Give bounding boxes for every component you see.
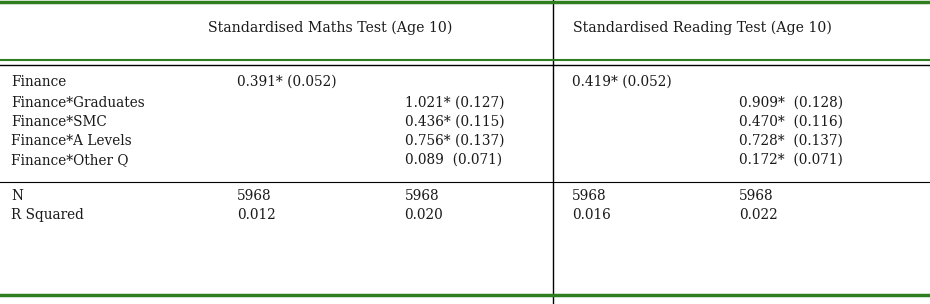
Text: 0.470*  (0.116): 0.470* (0.116) <box>739 115 844 129</box>
Text: N: N <box>11 189 23 203</box>
Text: 1.021* (0.127): 1.021* (0.127) <box>405 96 504 110</box>
Text: 0.419* (0.052): 0.419* (0.052) <box>572 75 671 89</box>
Text: R Squared: R Squared <box>11 208 84 222</box>
Text: 0.089  (0.071): 0.089 (0.071) <box>405 153 501 167</box>
Text: Finance*Other Q: Finance*Other Q <box>11 153 128 167</box>
Text: Standardised Maths Test (Age 10): Standardised Maths Test (Age 10) <box>208 21 452 35</box>
Text: 5968: 5968 <box>405 189 439 203</box>
Text: 0.728*  (0.137): 0.728* (0.137) <box>739 134 844 148</box>
Text: 0.909*  (0.128): 0.909* (0.128) <box>739 96 844 110</box>
Text: 5968: 5968 <box>739 189 774 203</box>
Text: 0.756* (0.137): 0.756* (0.137) <box>405 134 504 148</box>
Text: 5968: 5968 <box>572 189 606 203</box>
Text: Finance*A Levels: Finance*A Levels <box>11 134 132 148</box>
Text: 0.020: 0.020 <box>405 208 444 222</box>
Text: 0.436* (0.115): 0.436* (0.115) <box>405 115 504 129</box>
Text: Finance*Graduates: Finance*Graduates <box>11 96 145 110</box>
Text: Standardised Reading Test (Age 10): Standardised Reading Test (Age 10) <box>573 21 831 35</box>
Text: 0.391* (0.052): 0.391* (0.052) <box>237 75 337 89</box>
Text: 0.172*  (0.071): 0.172* (0.071) <box>739 153 844 167</box>
Text: 0.012: 0.012 <box>237 208 276 222</box>
Text: 0.016: 0.016 <box>572 208 611 222</box>
Text: Finance: Finance <box>11 75 66 89</box>
Text: 5968: 5968 <box>237 189 272 203</box>
Text: Finance*SMC: Finance*SMC <box>11 115 107 129</box>
Text: 0.022: 0.022 <box>739 208 778 222</box>
